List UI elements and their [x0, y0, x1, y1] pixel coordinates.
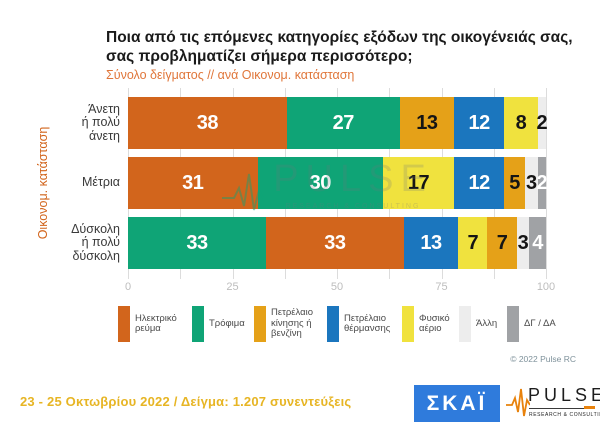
- bar-value: 31: [182, 171, 204, 194]
- legend-item-dk_na: ΔΓ / ΔΑ: [507, 306, 574, 342]
- bar-segment-electricity: 33: [265, 217, 404, 269]
- bar-segment-other: 2: [536, 97, 548, 149]
- bar-segment-dk_na: 4: [529, 217, 546, 269]
- survey-date-sample: 23 - 25 Οκτωβρίου 2022 / Δείγμα: 1.207 σ…: [20, 394, 352, 409]
- bar-segment-dk_na: 2: [536, 157, 548, 209]
- bar-value: 12: [468, 171, 490, 194]
- bar-value: 33: [324, 231, 346, 254]
- legend-swatch: [192, 306, 204, 342]
- legend-swatch: [507, 306, 519, 342]
- bar-segment-heating_oil: 12: [454, 97, 505, 149]
- x-tick-label: 100: [536, 281, 556, 293]
- skai-logo: ΣΚΑΪ: [414, 385, 500, 422]
- bar-segment-natural_gas: 17: [382, 157, 455, 209]
- bar-value: 8: [515, 111, 527, 134]
- legend-label: Πετρέλαιο κίνησης ή βενζίνη: [271, 307, 313, 340]
- legend-swatch: [402, 306, 414, 342]
- x-tick-label: 50: [330, 281, 344, 293]
- row-label: Δύσκολη ή πολύ δύσκολη: [36, 221, 120, 264]
- bar-row: 33 33 13 7 7 3 4: [128, 217, 546, 269]
- bar-segment-food: 30: [257, 157, 383, 209]
- chart-title-line1: Ποια από τις επόμενες κατηγορίες εξόδων …: [106, 29, 573, 46]
- legend-swatch: [327, 306, 339, 342]
- bar-value: 27: [332, 111, 355, 134]
- bar-value: 33: [186, 231, 208, 254]
- bar-value: 3: [517, 231, 529, 254]
- bar-segment-fuel: 13: [399, 97, 455, 149]
- bar-value: 2: [536, 111, 548, 134]
- pulse-logo-subtext: RESEARCH & CONSULTING: [529, 412, 600, 418]
- x-tick-label: 75: [435, 281, 448, 293]
- bar-segment-natural_gas: 8: [504, 97, 538, 149]
- row-label-line: ή πολύ: [81, 235, 120, 250]
- legend-swatch: [459, 306, 471, 342]
- row-label: Άνετη ή πολύ άνετη: [36, 101, 120, 144]
- bar-segment-food: 33: [128, 217, 266, 269]
- bar-value: 7: [496, 231, 508, 254]
- legend-swatch: [118, 306, 130, 342]
- bar-value: 3: [526, 171, 537, 194]
- legend-item-electricity: Ηλεκτρικό ρεύμα: [118, 306, 193, 342]
- bar-value: 5: [509, 171, 520, 194]
- bar-segment-other: 3: [525, 157, 538, 209]
- row-label-line: άνετη: [89, 128, 120, 143]
- legend-item-food: Τρόφιμα: [192, 306, 261, 342]
- bar-row: 38 27 13 12 8 2: [128, 97, 548, 149]
- bar-value: 2: [536, 171, 548, 194]
- legend-item-fuel: Πετρέλαιο κίνησης ή βενζίνη: [254, 306, 331, 342]
- legend-label: Ηλεκτρικό ρεύμα: [135, 312, 177, 334]
- bar-segment-fuel: 7: [487, 217, 517, 269]
- x-tick-label: 0: [124, 281, 132, 293]
- row-label-line: δύσκολη: [72, 248, 120, 263]
- pulse-logo: PULSE RESEARCH & CONSULTING: [506, 383, 600, 425]
- legend-item-natural_gas: Φυσικό αέριο: [402, 306, 464, 342]
- legend-label: ΔΓ / ΔΑ: [524, 317, 556, 329]
- row-label-line: Δύσκολη: [71, 221, 120, 236]
- legend-label: Τρόφιμα: [209, 317, 245, 329]
- row-label-line: Μέτρια: [81, 175, 120, 190]
- skai-logo-text: ΣΚΑΪ: [426, 391, 488, 415]
- chart-title: Ποια από τις επόμενες κατηγορίες εξόδων …: [106, 28, 576, 66]
- pulse-logo-divider: [529, 408, 595, 409]
- legend-swatch: [254, 306, 266, 342]
- bar-row: 31 30 17 12 5 3 2: [128, 157, 548, 209]
- pulse-waveform-icon: [506, 388, 530, 417]
- bar-value: 7: [467, 231, 479, 254]
- legend-label: Άλλη: [476, 317, 498, 329]
- bar-value: 12: [468, 111, 490, 134]
- row-label: Μέτρια: [36, 176, 120, 190]
- bar-segment-electricity: 38: [128, 97, 287, 149]
- legend-item-other: Άλλη: [459, 306, 511, 342]
- bar-segment-natural_gas: 7: [458, 217, 488, 269]
- row-label-line: ή πολύ: [81, 115, 120, 130]
- bar-value: 17: [407, 171, 430, 194]
- bar-value: 13: [416, 111, 438, 134]
- copyright-text: © 2022 Pulse RC: [510, 354, 576, 364]
- bar-segment-fuel: 5: [504, 157, 526, 209]
- bar-value: 4: [532, 231, 543, 254]
- bar-value: 13: [420, 231, 442, 254]
- legend-label: Φυσικό αέριο: [419, 312, 450, 334]
- bar-segment-food: 27: [286, 97, 400, 149]
- x-tick-label: 25: [226, 281, 239, 293]
- pulse-logo-text: PULSE: [528, 385, 600, 405]
- bar-value: 30: [309, 171, 332, 194]
- bar-value: 38: [196, 111, 219, 134]
- pulse-logo-accent: [584, 406, 595, 409]
- legend-item-heating_oil: Πετρέλαιο θέρμανσης: [327, 306, 408, 342]
- bar-segment-heating_oil: 12: [454, 157, 505, 209]
- bar-segment-electricity: 31: [128, 157, 258, 209]
- bar-segment-heating_oil: 13: [403, 217, 459, 269]
- row-label-line: Άνετη: [88, 101, 120, 116]
- legend-label: Πετρέλαιο θέρμανσης: [344, 312, 391, 334]
- chart-title-line2: σας προβληματίζει σήμερα περισσότερο;: [106, 48, 413, 65]
- bar-segment-other: 3: [516, 217, 530, 269]
- grid-line: [546, 88, 547, 279]
- chart-subtitle: Σύνολο δείγματος // ανά Οικονομ. κατάστα…: [106, 68, 355, 82]
